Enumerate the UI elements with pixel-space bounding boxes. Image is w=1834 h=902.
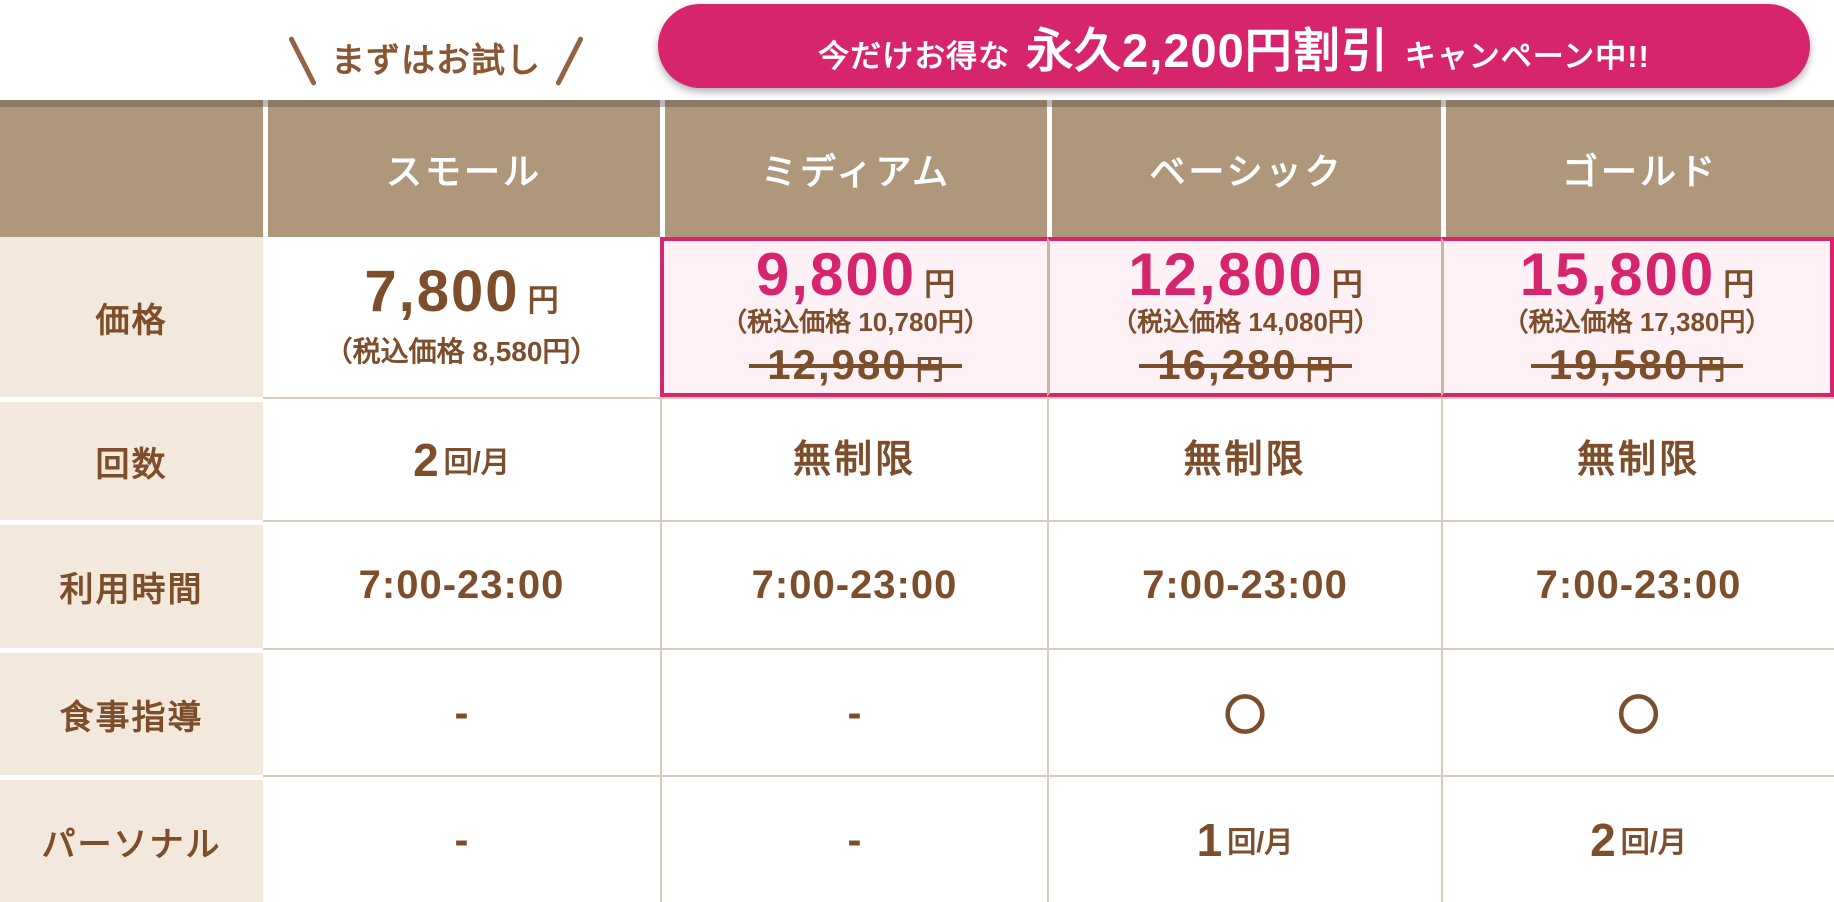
row-label-price: 価格: [0, 237, 263, 397]
col-header-small: スモール: [263, 100, 660, 237]
old-price-unit: 円: [1697, 354, 1726, 386]
table-corner-cell: [0, 100, 263, 237]
price-cell-medium: 9,800 円 （税込価格 10,780円） 12,980 円: [660, 237, 1047, 397]
frequency-value: 無制限: [1576, 438, 1700, 481]
table-top-shadow: [0, 100, 1834, 107]
hours-value: 7:00-23:00: [1142, 562, 1348, 607]
price-main-basic: 12,800 円: [1128, 245, 1363, 305]
frequency-cell-basic: 無制限: [1047, 397, 1441, 520]
meal-cell-medium: -: [660, 648, 1047, 775]
tax-included-note: （税込価格 17,380円）: [1502, 307, 1772, 338]
price-amount: 15,800: [1519, 241, 1716, 309]
old-price-unit: 円: [1305, 354, 1334, 386]
tryout-callout: まずはお試し: [288, 30, 584, 92]
price-amount: 9,800: [755, 241, 917, 309]
frequency-value: 無制限: [792, 438, 916, 481]
personal-value: -: [847, 815, 862, 863]
old-price-strikethrough: 19,580 円: [1530, 341, 1744, 389]
row-label-meal-guidance: 食事指導: [0, 648, 263, 775]
row-label-hours: 利用時間: [0, 520, 263, 648]
price-amount: 12,800: [1128, 241, 1324, 309]
banner-discount-highlight: 永久2,200円割引: [1026, 23, 1389, 77]
tax-included-note: （税込価格 14,080円）: [1111, 307, 1380, 338]
price-unit: 円: [527, 283, 559, 319]
hours-value: 7:00-23:00: [358, 562, 565, 607]
meal-cell-basic: 〇: [1047, 648, 1441, 775]
col-header-medium: ミディアム: [660, 100, 1047, 237]
right-slash-decoration: [555, 35, 584, 87]
col-header-gold: ゴールド: [1441, 100, 1834, 237]
meal-value: -: [847, 688, 862, 736]
price-cell-basic: 12,800 円 （税込価格 14,080円） 16,280 円: [1047, 237, 1441, 397]
old-price-strikethrough: 12,980 円: [749, 341, 963, 389]
tax-included-note: （税込価格 8,580円）: [324, 336, 599, 368]
row-label-frequency: 回数: [0, 397, 263, 520]
personal-value: 2: [1590, 813, 1616, 866]
campaign-banner-text: 今だけお得な 永久2,200円割引 キャンペーン中!!: [818, 12, 1650, 81]
campaign-banner: 今だけお得な 永久2,200円割引 キャンペーン中!!: [658, 4, 1810, 88]
personal-value: 1: [1196, 813, 1223, 866]
row-label-personal: パーソナル: [0, 775, 263, 902]
personal-cell-gold: 2 回/月: [1441, 775, 1834, 902]
price-unit: 円: [1331, 267, 1363, 303]
frequency-cell-gold: 無制限: [1441, 397, 1834, 520]
meal-value: -: [454, 688, 469, 736]
old-price-unit: 円: [915, 354, 944, 386]
price-amount: 7,800: [364, 259, 520, 325]
personal-unit: 回/月: [1620, 826, 1687, 859]
price-main-medium: 9,800 円: [756, 245, 955, 305]
hours-value: 7:00-23:00: [1535, 562, 1742, 607]
price-main-gold: 15,800 円: [1520, 245, 1755, 305]
frequency-cell-medium: 無制限: [660, 397, 1047, 520]
hours-cell-small: 7:00-23:00: [263, 520, 660, 648]
tax-included-note: （税込価格 10,780円）: [721, 307, 990, 338]
price-unit: 円: [924, 267, 956, 303]
personal-cell-small: -: [263, 775, 660, 902]
personal-value: -: [454, 815, 469, 863]
price-main-small: 7,800 円: [364, 263, 558, 321]
meal-circle-mark: 〇: [1223, 692, 1266, 739]
meal-cell-gold: 〇: [1441, 648, 1834, 775]
price-cell-gold: 15,800 円 （税込価格 17,380円） 19,580 円: [1441, 237, 1834, 397]
frequency-value: 無制限: [1183, 438, 1307, 481]
meal-circle-mark: 〇: [1617, 692, 1660, 739]
personal-unit: 回/月: [1227, 826, 1294, 859]
frequency-value: 2: [413, 433, 439, 486]
meal-cell-small: -: [263, 648, 660, 775]
banner-prefix: 今だけお得な: [818, 38, 1011, 74]
price-unit: 円: [1723, 267, 1755, 303]
hours-cell-gold: 7:00-23:00: [1441, 520, 1834, 648]
old-price-strikethrough: 16,280 円: [1139, 341, 1353, 389]
frequency-unit: 回/月: [443, 446, 510, 479]
old-price-amount: 19,580: [1548, 341, 1690, 389]
hours-cell-basic: 7:00-23:00: [1047, 520, 1441, 648]
hours-value: 7:00-23:00: [751, 562, 958, 607]
tryout-label: まずはお試し: [331, 42, 541, 80]
old-price-amount: 16,280: [1157, 341, 1298, 389]
price-cell-small: 7,800 円 （税込価格 8,580円）: [263, 237, 660, 397]
hours-cell-medium: 7:00-23:00: [660, 520, 1047, 648]
personal-cell-basic: 1 回/月: [1047, 775, 1441, 902]
pricing-table: スモール ミディアム ベーシック ゴールド 価格 7,800 円 （税込価格 8…: [0, 100, 1834, 902]
col-header-basic: ベーシック: [1047, 100, 1441, 237]
personal-cell-medium: -: [660, 775, 1047, 902]
left-slash-decoration: [288, 35, 317, 87]
old-price-amount: 12,980: [767, 341, 908, 389]
frequency-cell-small: 2 回/月: [263, 397, 660, 520]
banner-suffix: キャンペーン中!!: [1404, 38, 1650, 74]
